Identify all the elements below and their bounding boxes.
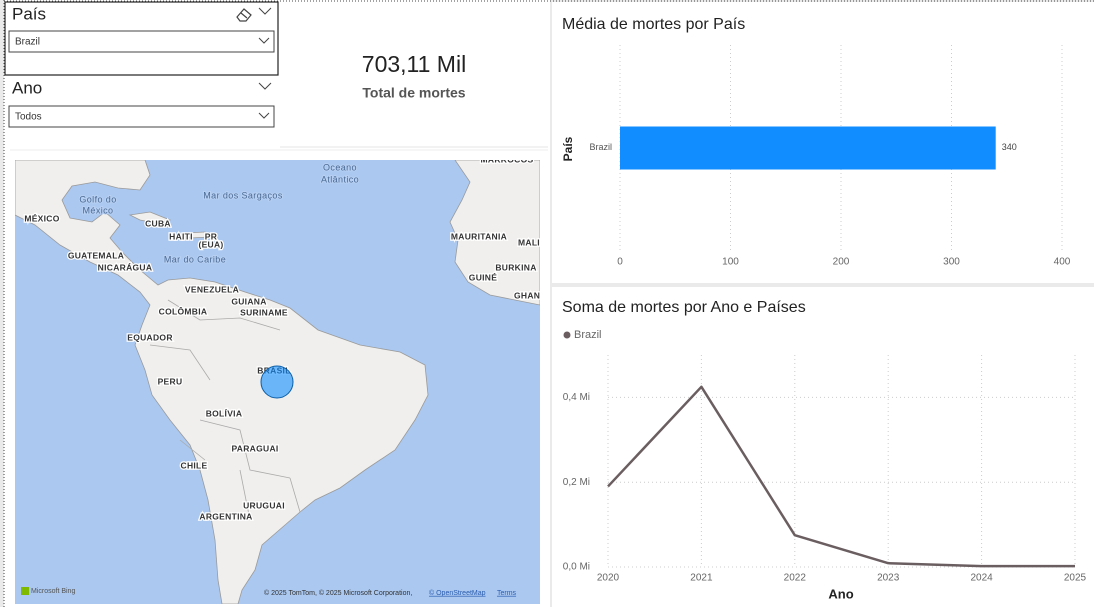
map-label: GHAN xyxy=(514,290,540,300)
x-tick-label: 300 xyxy=(943,257,960,268)
map-label: BOLÍVIA xyxy=(206,408,243,418)
chevron[interactable] xyxy=(258,37,270,44)
card-value: 703,11 Mil xyxy=(362,51,466,77)
legend-label: Brazil xyxy=(574,329,602,341)
bar xyxy=(620,126,996,170)
map-label: CUBA xyxy=(145,218,171,228)
slicer-title: Ano xyxy=(12,78,42,97)
y-tick-label: 0,4 Mi xyxy=(563,392,590,403)
x-tick-label: 100 xyxy=(722,257,739,268)
map-attribution: © 2025 TomTom, © 2025 Microsoft Corporat… xyxy=(264,589,412,597)
map-link[interactable]: Terms xyxy=(497,590,517,597)
land xyxy=(15,160,429,604)
axis-title: Ano xyxy=(828,586,853,601)
x-tick-label: 200 xyxy=(833,257,850,268)
bing-logo xyxy=(21,587,29,595)
map-label: GUATEMALA xyxy=(68,250,124,260)
map-label: CHILE xyxy=(181,460,208,470)
chart-title: Média de mortes por País xyxy=(562,16,745,33)
map-label: ARGENTINA xyxy=(199,511,252,521)
x-tick-label: 2023 xyxy=(877,573,900,584)
map-label: MAURITANIA xyxy=(451,231,507,241)
map-label: GUINÉ xyxy=(469,272,497,282)
card xyxy=(280,2,548,147)
map-label: EQUADOR xyxy=(127,332,173,342)
clear-icon[interactable] xyxy=(236,8,252,22)
card-label: Total de mortes xyxy=(362,85,465,101)
land xyxy=(449,160,540,306)
map-label: GUIANA xyxy=(231,296,266,306)
island xyxy=(128,211,211,239)
map-bubble[interactable] xyxy=(260,365,294,399)
map-link[interactable]: © OpenStreetMap xyxy=(429,589,486,597)
x-tick-label: 2024 xyxy=(970,573,993,584)
map-label: HAITI xyxy=(169,231,193,241)
slicer-title: País xyxy=(12,4,46,23)
map-label: Atlântico xyxy=(321,174,359,184)
x-tick-label: 2025 xyxy=(1064,573,1087,584)
y-tick-label: 0,2 Mi xyxy=(563,477,590,488)
map-label: NICARÁGUA xyxy=(98,262,153,272)
x-tick-label: 2021 xyxy=(690,573,713,584)
y-tick-label: Brazil xyxy=(589,142,612,152)
map-label: México xyxy=(83,205,114,215)
map-label: PARAGUAI xyxy=(231,443,278,453)
map-label: MARROCOS xyxy=(481,154,534,164)
dropdown-value: Brazil xyxy=(15,37,40,48)
map-label: BURKINA xyxy=(495,262,536,272)
dropdown-value: Todos xyxy=(15,112,42,123)
line-visual xyxy=(552,287,1094,607)
map-label: Mar do Caribe xyxy=(164,254,226,264)
map-label: VENEZUELA xyxy=(185,284,239,294)
map-label: Mar dos Sargaços xyxy=(203,190,283,200)
chevron[interactable] xyxy=(258,82,272,90)
x-tick-label: 2022 xyxy=(784,573,807,584)
map-label: COLÔMBIA xyxy=(159,305,208,316)
border xyxy=(149,299,301,521)
chart-title: Soma de mortes por Ano e Países xyxy=(562,299,806,316)
dropdown[interactable] xyxy=(8,105,275,128)
chevron[interactable] xyxy=(258,112,270,119)
axis-title: País xyxy=(561,136,575,161)
map-label: MÉXICO xyxy=(24,213,59,223)
map-label: PERU xyxy=(158,376,183,386)
map[interactable]: Oceano Atlântico Golfo do México Mar dos… xyxy=(15,154,540,604)
y-tick-label: 0,0 Mi xyxy=(563,562,590,573)
map-label: URUGUAI xyxy=(243,500,285,510)
map-provider: Microsoft Bing xyxy=(31,588,75,595)
line xyxy=(607,385,1075,568)
map-label: Oceano xyxy=(323,162,357,172)
x-tick-label: 0 xyxy=(617,257,623,268)
legend-marker xyxy=(563,331,571,339)
map-label: PR xyxy=(205,231,217,241)
dropdown[interactable] xyxy=(8,30,275,53)
x-tick-label: 400 xyxy=(1054,257,1071,268)
value-label: 340 xyxy=(1002,142,1017,152)
map-label: MALI xyxy=(518,237,540,247)
map-label: Golfo do xyxy=(79,194,116,204)
x-tick-label: 2020 xyxy=(597,573,620,584)
map-label: (EUA) xyxy=(198,239,223,249)
chevron[interactable] xyxy=(258,7,272,15)
map-label: SURINAME xyxy=(240,307,288,317)
